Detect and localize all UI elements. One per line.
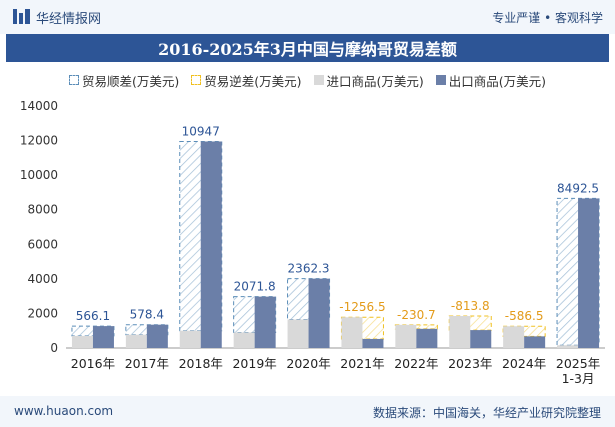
x-tick-label: 2022年 xyxy=(394,356,438,371)
x-tick-label: 2016年 xyxy=(71,356,115,371)
y-tick-label: 4000 xyxy=(27,272,58,286)
export-bar xyxy=(308,278,330,348)
import-bar xyxy=(557,345,579,348)
logo-icon xyxy=(13,9,30,24)
import-bar xyxy=(233,332,255,348)
export-bar xyxy=(578,198,600,348)
data-label: -813.8 xyxy=(451,299,490,313)
y-tick-label: 10000 xyxy=(20,168,58,182)
import-bar xyxy=(449,316,471,348)
legend-item-import: 进口商品(万美元) xyxy=(313,70,424,90)
x-tick-label: 2024年 xyxy=(502,356,546,371)
tagline: 专业严谨 • 客观科学 xyxy=(492,11,603,25)
x-tick-label: 1-3月 xyxy=(562,371,595,386)
data-label: 2362.3 xyxy=(288,262,330,276)
legend-item-surplus: 贸易顺差(万美元) xyxy=(68,70,180,90)
export-bar xyxy=(200,141,222,348)
site-url: www.huaon.com xyxy=(14,404,114,418)
data-source: 数据来源：中国海关，华经产业研究院整理 xyxy=(372,406,601,420)
export-bar xyxy=(146,324,168,348)
y-tick-label: 14000 xyxy=(20,99,58,113)
legend-swatch-import xyxy=(313,75,324,85)
data-label: 2071.8 xyxy=(234,280,276,294)
x-tick-label: 2018年 xyxy=(179,356,223,371)
data-label: -586.5 xyxy=(505,309,544,323)
x-tick-label: 2020年 xyxy=(286,356,330,371)
brand-name: 华经情报网 xyxy=(36,12,102,27)
import-bar xyxy=(395,324,417,348)
y-tick-label: 8000 xyxy=(27,203,58,217)
export-bar xyxy=(92,326,114,348)
export-bar xyxy=(524,336,546,348)
legend-item-deficit: 贸易逆差(万美元) xyxy=(191,70,302,90)
y-tick-label: 12000 xyxy=(20,134,58,148)
export-bar xyxy=(254,296,276,348)
import-bar xyxy=(503,326,525,348)
y-tick-label: 6000 xyxy=(27,237,58,251)
data-label: 10947 xyxy=(182,124,220,138)
data-label: 8492.5 xyxy=(557,181,599,195)
import-bar xyxy=(125,334,147,348)
import-bar xyxy=(71,335,93,348)
import-bar xyxy=(341,317,363,348)
chart-plot: 0 2000 4000 6000 8000 10000 12000 14000 566.1 201… xyxy=(20,99,605,386)
x-tick-label: 2025年 xyxy=(556,356,600,371)
chart-legend: 贸易顺差(万美元) 贸易逆差(万美元) 进口商品(万美元) 出口商品(万美元) xyxy=(0,70,615,90)
legend-label-surplus: 贸易顺差(万美元) xyxy=(81,73,180,89)
export-bar xyxy=(362,338,384,348)
footer-bar: www.huaon.com 数据来源：中国海关，华经产业研究院整理 xyxy=(0,396,615,427)
legend-item-export: 出口商品(万美元) xyxy=(435,70,547,90)
export-bar xyxy=(470,330,492,348)
legend-swatch-deficit xyxy=(191,75,202,85)
y-tick-label: 2000 xyxy=(27,306,58,320)
data-label: -1256.5 xyxy=(339,300,385,314)
chart-title: 2016-2025年3月中国与摩纳哥贸易差额 xyxy=(158,40,457,59)
export-bar xyxy=(416,328,438,348)
import-bar xyxy=(287,319,309,348)
title-bar: 2016-2025年3月中国与摩纳哥贸易差额 xyxy=(6,34,609,62)
header-bar: 华经情报网 专业严谨 • 客观科学 xyxy=(0,0,615,34)
data-label: 566.1 xyxy=(76,309,110,323)
x-tick-label: 2023年 xyxy=(448,356,492,371)
x-tick-label: 2019年 xyxy=(232,356,276,371)
legend-label-export: 出口商品(万美元) xyxy=(448,73,547,89)
legend-swatch-export xyxy=(435,75,446,85)
legend-label-deficit: 贸易逆差(万美元) xyxy=(204,73,302,89)
legend-label-import: 进口商品(万美元) xyxy=(326,73,424,89)
y-tick-label: 0 xyxy=(50,341,58,355)
import-bar xyxy=(179,330,201,348)
x-tick-label: 2021年 xyxy=(340,356,384,371)
data-label: 578.4 xyxy=(130,308,164,322)
data-label: -230.7 xyxy=(397,308,436,322)
legend-swatch-surplus xyxy=(68,75,79,85)
x-tick-label: 2017年 xyxy=(125,356,169,371)
